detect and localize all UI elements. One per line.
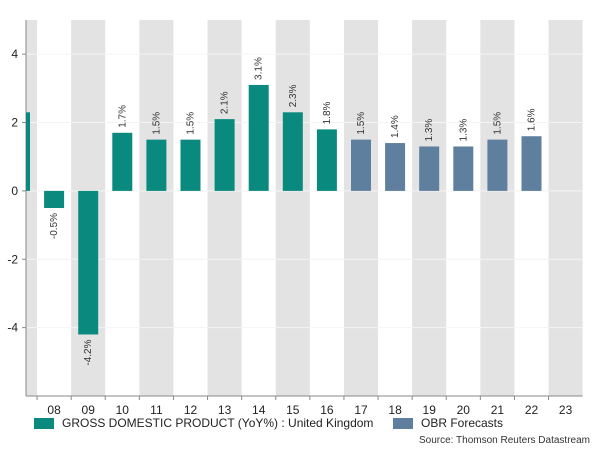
data-label: 3.1% [254,57,265,80]
legend-label-gdp: GROSS DOMESTIC PRODUCT (YoY%) : United K… [62,416,374,430]
legend-label-obr: OBR Forecasts [421,416,504,430]
x-tick-label: 15 [286,403,300,417]
x-tick-label: 22 [525,403,539,417]
x-tick-label: 09 [82,403,96,417]
bar-obr [351,139,371,191]
x-tick-label: 19 [423,403,437,417]
legend: GROSS DOMESTIC PRODUCT (YoY%) : United K… [0,416,600,434]
legend-item-gdp: GROSS DOMESTIC PRODUCT (YoY%) : United K… [34,416,373,430]
y-tick-label: -2 [7,252,18,266]
bar-gdp [248,84,269,191]
x-tick-label: 23 [559,403,573,417]
y-tick-label: 0 [11,184,18,198]
legend-swatch-obr [393,417,413,429]
data-label: -0.5% [49,213,60,239]
bar-obr [385,143,406,191]
background-band [139,20,174,396]
bar-gdp [44,190,65,208]
background-band [480,20,515,396]
background-band [412,20,447,396]
data-label: 1.8% [322,101,333,124]
x-tick-label: 18 [388,403,402,417]
x-tick-label: 17 [354,403,368,417]
x-tick-label: 08 [47,403,61,417]
y-tick-label: 2 [11,116,18,130]
legend-item-obr: OBR Forecasts [393,416,503,430]
data-label: 2.3% [288,84,299,107]
bar-gdp [316,129,337,191]
data-label: 1.7% [117,105,128,128]
x-tick-label: 11 [150,403,163,417]
data-label: 1.5% [356,112,367,135]
data-label: -4.2% [83,339,94,365]
bar-gdp [180,139,201,191]
bar-obr [521,136,542,191]
background-band [207,20,242,396]
x-tick-label: 14 [252,403,266,417]
data-label: 1.3% [424,119,435,142]
bar-obr [419,146,440,191]
bar-gdp [146,139,167,191]
background-band [275,20,310,396]
x-tick-label: 16 [320,403,334,417]
bar-gdp [78,190,99,335]
x-tick-label: 12 [184,403,198,417]
data-label: 2.1% [220,91,231,114]
x-tick-label: 10 [116,403,130,417]
data-label: 1.6% [527,108,538,131]
data-label: 1.5% [186,112,197,135]
legend-swatch-gdp [34,417,54,429]
y-tick-label: -4 [7,321,18,335]
background-band [26,20,38,396]
data-label: 1.4% [390,115,401,138]
bar-obr [487,139,508,191]
bar-gdp [112,132,133,191]
bar-gdp [26,112,30,191]
bar-gdp [282,112,303,191]
bar-obr [453,146,474,191]
x-tick-label: 20 [457,403,471,417]
x-tick-label: 21 [491,403,505,417]
background-band [343,20,379,396]
data-label: 1.5% [492,112,503,135]
source-note: Source: Thomson Reuters Datastream [418,435,590,446]
data-label: 1.3% [458,119,469,142]
data-label: 1.5% [151,112,162,135]
bar-gdp [214,119,235,191]
y-tick-label: 4 [11,47,18,61]
x-tick-label: 13 [218,403,232,417]
background-band [548,20,583,396]
